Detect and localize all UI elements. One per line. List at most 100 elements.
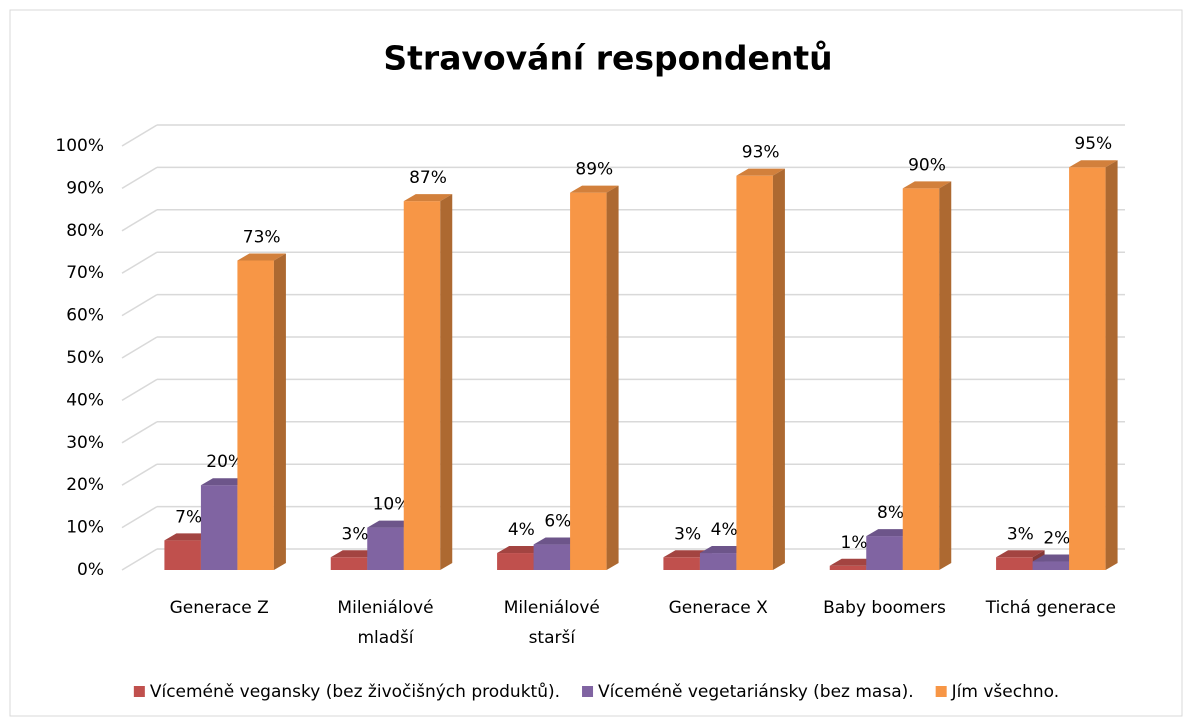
- grid-line-side: [121, 209, 158, 232]
- bar-top: [829, 558, 879, 566]
- grid-line-side: [121, 505, 158, 529]
- grid-line-side: [121, 124, 158, 147]
- bar: [497, 553, 534, 570]
- bar-side: [1105, 160, 1118, 570]
- legend-swatch: [582, 686, 594, 697]
- bar: [699, 553, 737, 570]
- bar-top: [570, 185, 619, 193]
- y-tick-label: 30%: [66, 433, 104, 453]
- grid-line-side: [121, 548, 158, 571]
- legend-label: Jím všechno.: [951, 682, 1059, 702]
- bar-top: [866, 529, 915, 537]
- bar-top: [902, 181, 952, 189]
- bar-side: [273, 253, 286, 571]
- data-label: 73%: [243, 227, 281, 247]
- bar-top: [237, 253, 286, 261]
- data-label: 4%: [711, 520, 738, 540]
- data-label: 93%: [742, 143, 780, 163]
- data-label: 1%: [841, 533, 868, 553]
- y-tick-label: 20%: [66, 475, 104, 495]
- bar-top: [200, 478, 250, 486]
- bar-top: [497, 546, 546, 554]
- bar-top: [663, 550, 712, 558]
- x-tick-label: Baby boomers: [823, 598, 946, 618]
- data-label: 3%: [342, 524, 369, 544]
- data-label: 6%: [544, 512, 571, 532]
- y-tick-label: 90%: [66, 178, 104, 198]
- data-label: 3%: [674, 524, 701, 544]
- y-tick-label: 60%: [66, 306, 104, 326]
- y-tick-label: 80%: [66, 221, 104, 241]
- bar-top: [1032, 554, 1082, 562]
- x-tick-label-line: Mileniálové: [337, 598, 433, 618]
- bar: [902, 188, 940, 570]
- data-label: 87%: [409, 168, 447, 188]
- data-label: 7%: [175, 507, 202, 527]
- x-tick-label-line: Mileniálové: [504, 598, 600, 618]
- bar-side: [606, 185, 619, 570]
- bar: [403, 201, 441, 570]
- legend-swatch: [935, 686, 947, 697]
- data-label: 89%: [575, 160, 613, 180]
- x-tick-label: Generace Z: [170, 598, 269, 618]
- bar: [330, 557, 368, 570]
- bar: [237, 260, 274, 570]
- data-label: 20%: [206, 452, 244, 472]
- bar-top: [367, 520, 416, 528]
- legend: Víceméně vegansky (bez živočišných produ…: [133, 682, 1059, 702]
- legend-label: Víceméně vegansky (bez živočišných produ…: [150, 682, 560, 702]
- grid-line-side: [121, 166, 158, 190]
- bar: [164, 540, 201, 570]
- bar: [736, 175, 773, 570]
- bar: [367, 527, 404, 570]
- x-tick-label: Tichá generace: [985, 598, 1116, 618]
- bar-top: [736, 168, 785, 176]
- grid-line-side: [121, 293, 158, 317]
- bar-top: [330, 550, 380, 558]
- y-tick-label: 100%: [55, 136, 104, 156]
- data-label: 10%: [373, 495, 411, 515]
- y-tick-label: 10%: [66, 518, 104, 538]
- bar-top: [699, 546, 749, 554]
- bar-top: [533, 537, 583, 545]
- legend-swatch: [133, 686, 145, 697]
- bar: [200, 485, 238, 570]
- grid-line-side: [121, 463, 158, 486]
- bar: [533, 544, 571, 570]
- bar-top: [996, 550, 1045, 558]
- bar-side: [440, 194, 453, 570]
- grid-line-side: [121, 421, 158, 444]
- bar-top: [164, 533, 213, 541]
- bar-top: [403, 194, 453, 202]
- data-label: 95%: [1074, 134, 1112, 154]
- y-tick-label: 0%: [77, 560, 104, 580]
- data-label: 2%: [1043, 529, 1070, 549]
- data-label: 90%: [908, 155, 946, 175]
- grid-line-side: [121, 336, 158, 359]
- x-tick-label: Generace X: [669, 598, 768, 618]
- bar: [1069, 167, 1106, 570]
- x-tick-label: Mileniálové starší: [504, 598, 600, 648]
- bar-side: [772, 168, 785, 570]
- chart-title: Stravování respondentů: [383, 39, 832, 78]
- bar: [570, 192, 607, 570]
- bar: [829, 565, 867, 570]
- bar: [866, 536, 903, 570]
- y-tick-label: 40%: [66, 390, 104, 410]
- x-tick-label-line: mladší: [357, 628, 414, 648]
- grid-line-side: [121, 251, 158, 274]
- bar: [1032, 561, 1070, 570]
- data-label: 8%: [877, 503, 904, 523]
- legend-label: Víceméně vegetariánsky (bez masa).: [598, 682, 914, 702]
- data-label: 3%: [1007, 524, 1034, 544]
- bar: [996, 557, 1033, 570]
- y-tick-label: 70%: [66, 263, 104, 283]
- x-tick-label-line: starší: [529, 628, 577, 648]
- bar-side: [939, 181, 952, 570]
- data-label: 4%: [508, 520, 535, 540]
- y-tick-label: 50%: [66, 348, 104, 368]
- bar: [663, 557, 700, 570]
- grid-line-side: [121, 378, 158, 402]
